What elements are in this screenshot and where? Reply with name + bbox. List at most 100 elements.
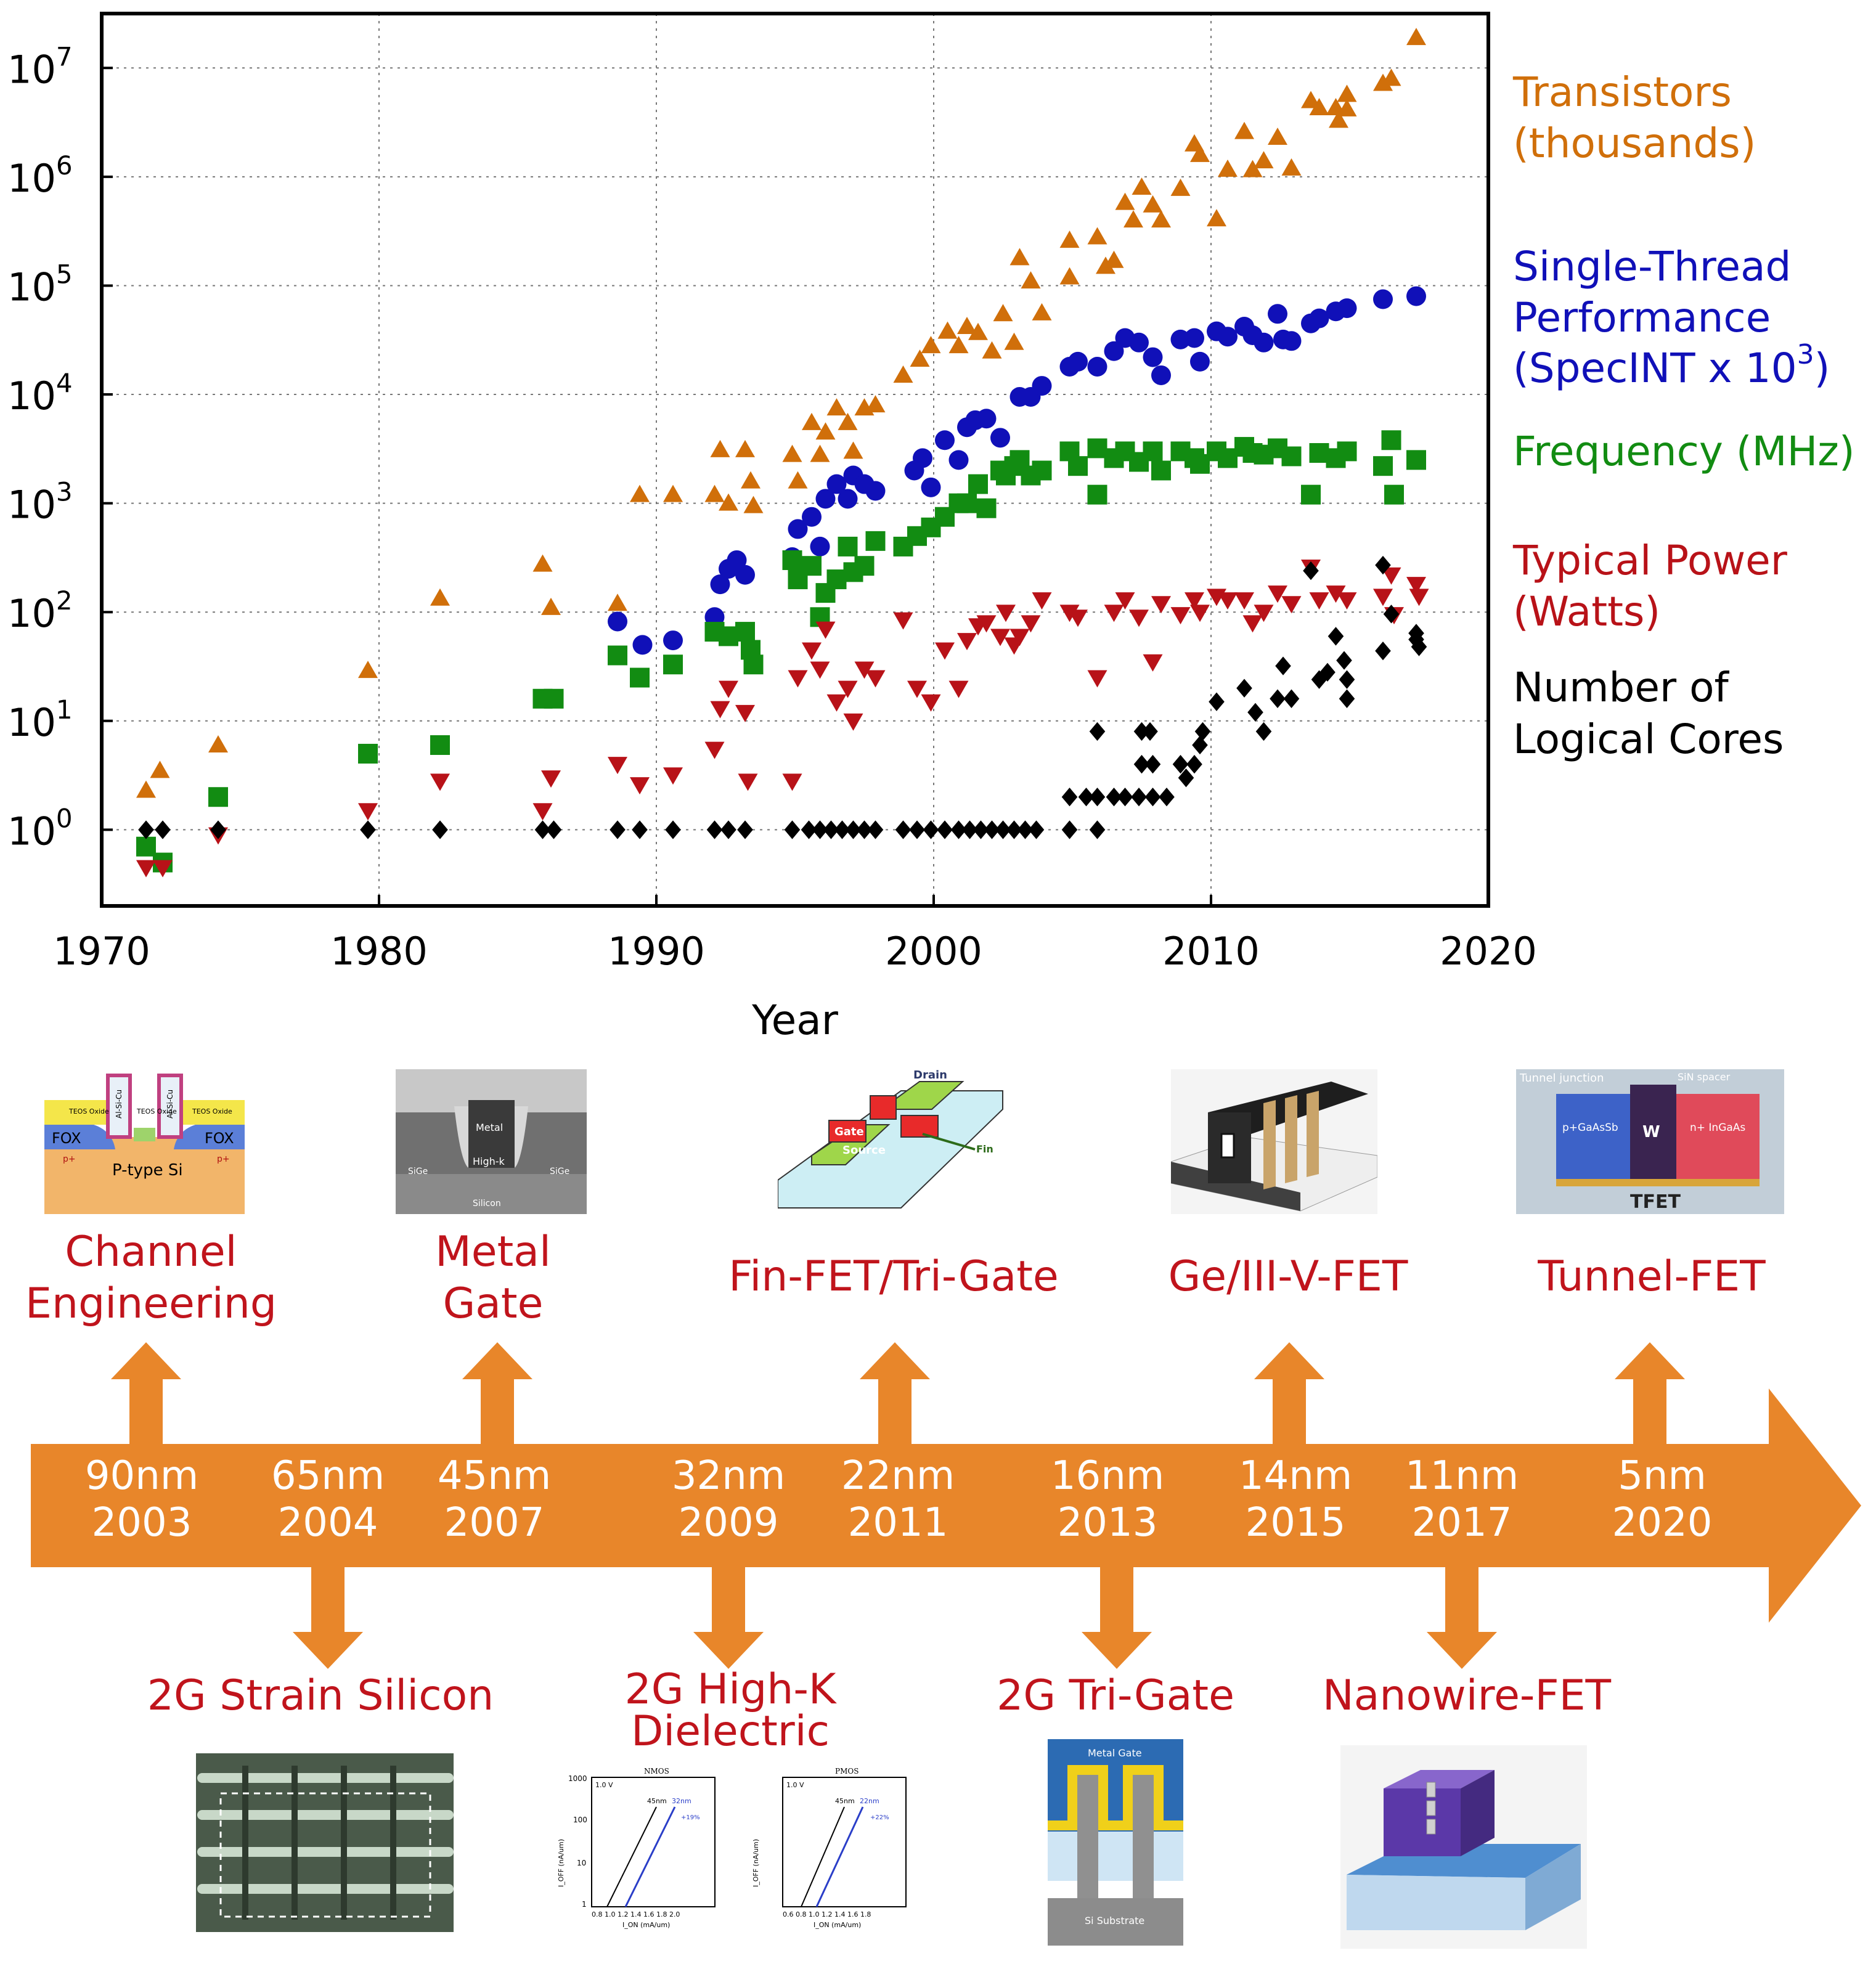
high-k-ion-ioff-plots: NMOS PMOS 1000 100 10 1 1.0 V 1.0 V 45nm…: [555, 1764, 912, 1930]
data-point: [153, 860, 173, 878]
highk-text: 100: [573, 1816, 587, 1824]
data-point: [1218, 327, 1238, 347]
series-triangle-up: [136, 28, 1426, 798]
node-size: 5nm: [1618, 1453, 1707, 1499]
node-year: 2007: [444, 1500, 545, 1546]
data-point: [1078, 788, 1095, 807]
finfet-fin-pointer: [922, 1133, 976, 1151]
data-point: [1104, 605, 1124, 622]
data-point: [608, 593, 627, 611]
label-line: 2G Tri-Gate: [997, 1671, 1234, 1720]
data-point: [534, 820, 551, 839]
nanowire-wires: [1426, 1782, 1436, 1835]
finfet-substrate: [778, 1090, 1003, 1209]
data-point: [1218, 592, 1238, 610]
data-point: [1194, 722, 1211, 741]
data-point: [136, 860, 156, 878]
data-point: [1384, 484, 1404, 505]
ge-iii-v-fet-3d-image: [1171, 1069, 1377, 1214]
data-point: [358, 743, 378, 764]
data-point: [1190, 605, 1210, 622]
data-point: [976, 498, 997, 518]
finfet-gate-top: [870, 1095, 897, 1120]
data-point: [1381, 567, 1401, 585]
data-point: [1301, 91, 1321, 108]
label-line: Dielectric: [630, 1707, 830, 1756]
label-line: Nanowire-FET: [1322, 1671, 1612, 1720]
node-size: 11nm: [1405, 1453, 1519, 1499]
tfet-n-region: [1676, 1094, 1760, 1186]
sem-dashed-box: [219, 1792, 431, 1918]
tfet-text: W: [1642, 1123, 1660, 1141]
highk-text: 0.6 0.8 1.0 1.2 1.4 1.6 1.8: [783, 1910, 871, 1918]
data-point: [1254, 151, 1274, 169]
data-point: [1089, 722, 1106, 741]
highk-text: 0.8 1.0 1.2 1.4 1.6 1.8 2.0: [592, 1910, 680, 1918]
x-tick-label: 2010: [1162, 929, 1260, 974]
label-line: 2G Strain Silicon: [147, 1671, 494, 1720]
data-point: [812, 820, 828, 839]
data-point: [532, 803, 553, 821]
data-point: [1032, 460, 1052, 481]
data-point: [1234, 592, 1254, 610]
sem-gates: [242, 1766, 396, 1920]
data-point: [802, 556, 822, 576]
label-line: Tunnel-FET: [1538, 1252, 1766, 1301]
data-point: [710, 574, 730, 595]
data-point: [1373, 456, 1393, 476]
data-point: [1383, 605, 1400, 624]
y-tick-base: 10: [7, 483, 56, 528]
channel-text: p+: [217, 1154, 230, 1164]
finfet-gate-right: [900, 1115, 939, 1138]
data-point: [1089, 820, 1106, 839]
data-point: [545, 820, 562, 839]
data-point: [843, 713, 863, 731]
data-point: [788, 471, 808, 489]
data-point: [948, 336, 969, 354]
y-tick-exponent: 5: [56, 259, 73, 289]
data-point: [430, 588, 450, 606]
trigate-oxide: [1048, 1832, 1183, 1881]
data-point: [838, 412, 858, 430]
data-point: [532, 554, 553, 572]
data-point: [1281, 331, 1302, 351]
data-point: [544, 688, 564, 709]
data-point: [982, 341, 1002, 359]
data-point: [935, 642, 955, 660]
data-point: [663, 654, 683, 675]
legend-singlethread-close: ): [1814, 344, 1830, 392]
legend-singlethread-exp: 3: [1797, 339, 1814, 370]
data-point: [1061, 820, 1078, 839]
label-line: Ge/III-V-FET: [1168, 1252, 1408, 1301]
data-point: [838, 680, 858, 698]
node-year: 2020: [1612, 1500, 1713, 1546]
data-point: [802, 642, 822, 660]
data-point: [976, 409, 997, 429]
data-point: [735, 565, 755, 585]
y-tick-label: 101: [7, 695, 73, 745]
data-point: [1268, 128, 1287, 145]
data-point: [948, 680, 969, 698]
down-arrow-trigate: [1082, 1567, 1152, 1669]
label-metal-gate: Metal Gate: [394, 1226, 592, 1330]
data-point: [957, 316, 977, 334]
2g-trigate-cross-section: Metal Gate Si Substrate: [1048, 1739, 1183, 1946]
data-point: [150, 760, 170, 778]
data-point: [1281, 158, 1302, 176]
label-2g-strain-silicon: 2G Strain Silicon: [123, 1670, 518, 1722]
highk-text: I_ON (mA/um): [622, 1921, 670, 1929]
data-point: [1281, 446, 1302, 467]
data-point: [1104, 341, 1124, 361]
data-point: [1283, 689, 1300, 708]
node-size: 16nm: [1050, 1453, 1165, 1499]
data-point: [719, 626, 738, 646]
plot-frame: [100, 12, 1490, 908]
data-point: [1275, 656, 1291, 675]
channel-text: TEOS Oxide: [136, 1107, 177, 1115]
legend-cores-line1: Number of: [1513, 664, 1729, 711]
node-22nm: 22nm 2011: [836, 1453, 960, 1546]
y-tick-base: 10: [7, 264, 56, 309]
finfet-text: Source: [842, 1144, 886, 1157]
data-point: [155, 820, 171, 839]
highk-text: 1000: [568, 1774, 587, 1783]
